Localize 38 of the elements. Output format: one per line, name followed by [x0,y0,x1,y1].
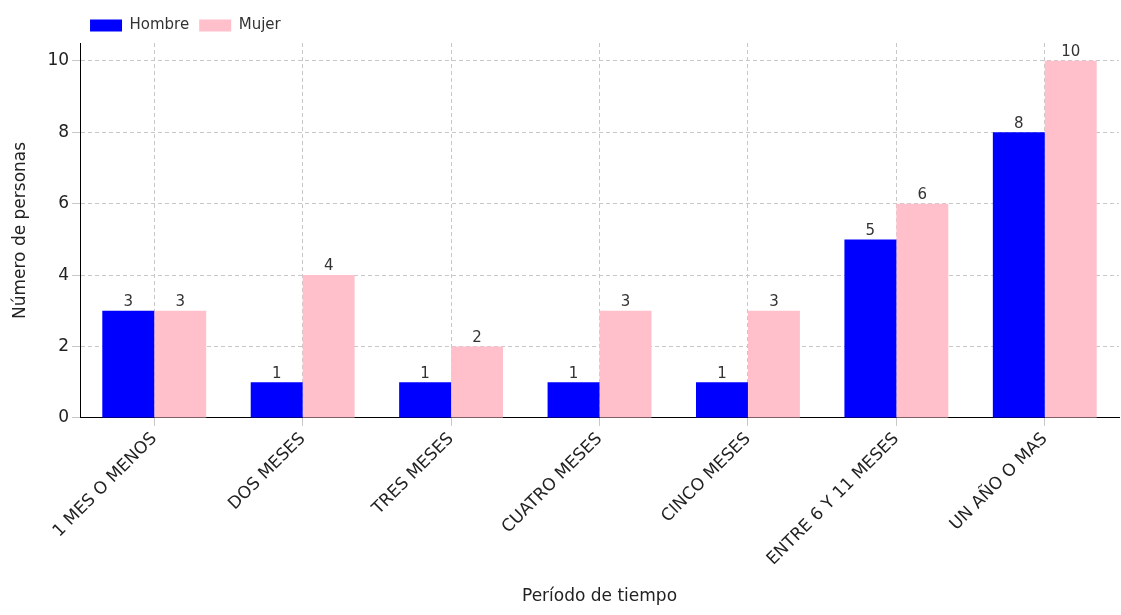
data-label: 6 [917,185,928,204]
data-label: 4 [323,256,334,275]
data-label: 3 [620,292,631,311]
data-label: 1 [717,363,727,382]
data-label: 3 [769,292,779,311]
bar [599,310,652,418]
bar [399,382,452,418]
y-tick-label: 10 [47,49,70,70]
y-tick-label: 8 [58,120,70,141]
y-tick-label: 4 [58,263,70,284]
bar [154,310,207,418]
data-label: 3 [123,292,134,311]
data-label: 5 [865,220,876,239]
bar [302,275,355,418]
data-label: 2 [472,327,482,346]
y-tick-label: 0 [58,406,70,427]
x-axis-title: Período de tiempo [521,585,678,606]
data-label: 10 [1061,42,1081,61]
bar [250,382,303,418]
bar [451,346,504,418]
legend-label: Mujer [238,15,282,34]
y-tick-label: 2 [58,334,70,355]
y-axis-title: Número de personas [8,141,29,320]
data-label: 1 [568,363,579,382]
bar [992,132,1045,418]
bar [747,310,800,418]
y-tick-label: 6 [58,192,70,213]
bar [695,382,748,418]
data-label: 8 [1014,113,1024,132]
data-label: 1 [271,363,282,382]
bar [102,310,155,418]
bar [547,382,600,418]
data-label: 3 [175,292,185,311]
legend-label: Hombre [129,15,190,34]
data-label: 1 [420,363,430,382]
bar [844,239,897,418]
bar [896,203,949,418]
bar [1044,60,1097,418]
